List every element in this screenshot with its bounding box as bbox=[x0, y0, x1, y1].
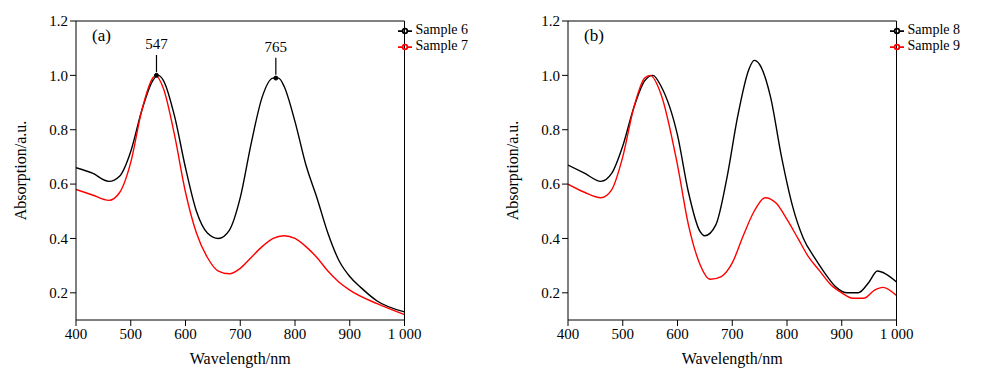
svg-text:Absorption/a.u.: Absorption/a.u. bbox=[504, 121, 522, 221]
svg-text:0.2: 0.2 bbox=[541, 285, 560, 301]
svg-text:Wavelength/nm: Wavelength/nm bbox=[190, 350, 291, 368]
svg-text:1 000: 1 000 bbox=[880, 326, 914, 342]
svg-text:500: 500 bbox=[120, 326, 143, 342]
svg-text:0.2: 0.2 bbox=[49, 285, 68, 301]
svg-text:800: 800 bbox=[776, 326, 799, 342]
html-text:Sample 9: Sample 9 bbox=[907, 38, 960, 53]
svg-text:0.4: 0.4 bbox=[49, 231, 68, 247]
svg-text:400: 400 bbox=[65, 326, 88, 342]
svg-text:0.4: 0.4 bbox=[541, 231, 560, 247]
svg-text:600: 600 bbox=[666, 326, 689, 342]
html-text:Sample 8: Sample 8 bbox=[907, 22, 960, 37]
svg-text:400: 400 bbox=[557, 326, 580, 342]
svg-text:1.0: 1.0 bbox=[49, 68, 68, 84]
html-text:Sample 6: Sample 6 bbox=[415, 22, 468, 37]
svg-text:900: 900 bbox=[831, 326, 854, 342]
svg-text:Absorption/a.u.: Absorption/a.u. bbox=[12, 121, 30, 221]
html-text:(b): (b) bbox=[584, 26, 604, 45]
svg-text:1 000: 1 000 bbox=[388, 326, 422, 342]
svg-text:0.6: 0.6 bbox=[541, 176, 560, 192]
svg-text:700: 700 bbox=[721, 326, 744, 342]
svg-text:1.0: 1.0 bbox=[541, 68, 560, 84]
svg-text:Wavelength/nm: Wavelength/nm bbox=[682, 350, 783, 368]
svg-text:0.8: 0.8 bbox=[49, 122, 68, 138]
svg-text:0.6: 0.6 bbox=[49, 176, 68, 192]
html-text:(a): (a) bbox=[92, 26, 111, 45]
svg-text:500: 500 bbox=[612, 326, 635, 342]
svg-text:0.8: 0.8 bbox=[541, 122, 560, 138]
svg-text:600: 600 bbox=[174, 326, 197, 342]
svg-text:800: 800 bbox=[284, 326, 307, 342]
svg-text:1.2: 1.2 bbox=[541, 13, 560, 29]
svg-text:700: 700 bbox=[229, 326, 252, 342]
svg-text:547: 547 bbox=[145, 36, 168, 52]
svg-text:1.2: 1.2 bbox=[49, 13, 68, 29]
svg-text:900: 900 bbox=[339, 326, 362, 342]
html-text:Sample 7: Sample 7 bbox=[415, 38, 468, 53]
svg-text:765: 765 bbox=[265, 39, 288, 55]
